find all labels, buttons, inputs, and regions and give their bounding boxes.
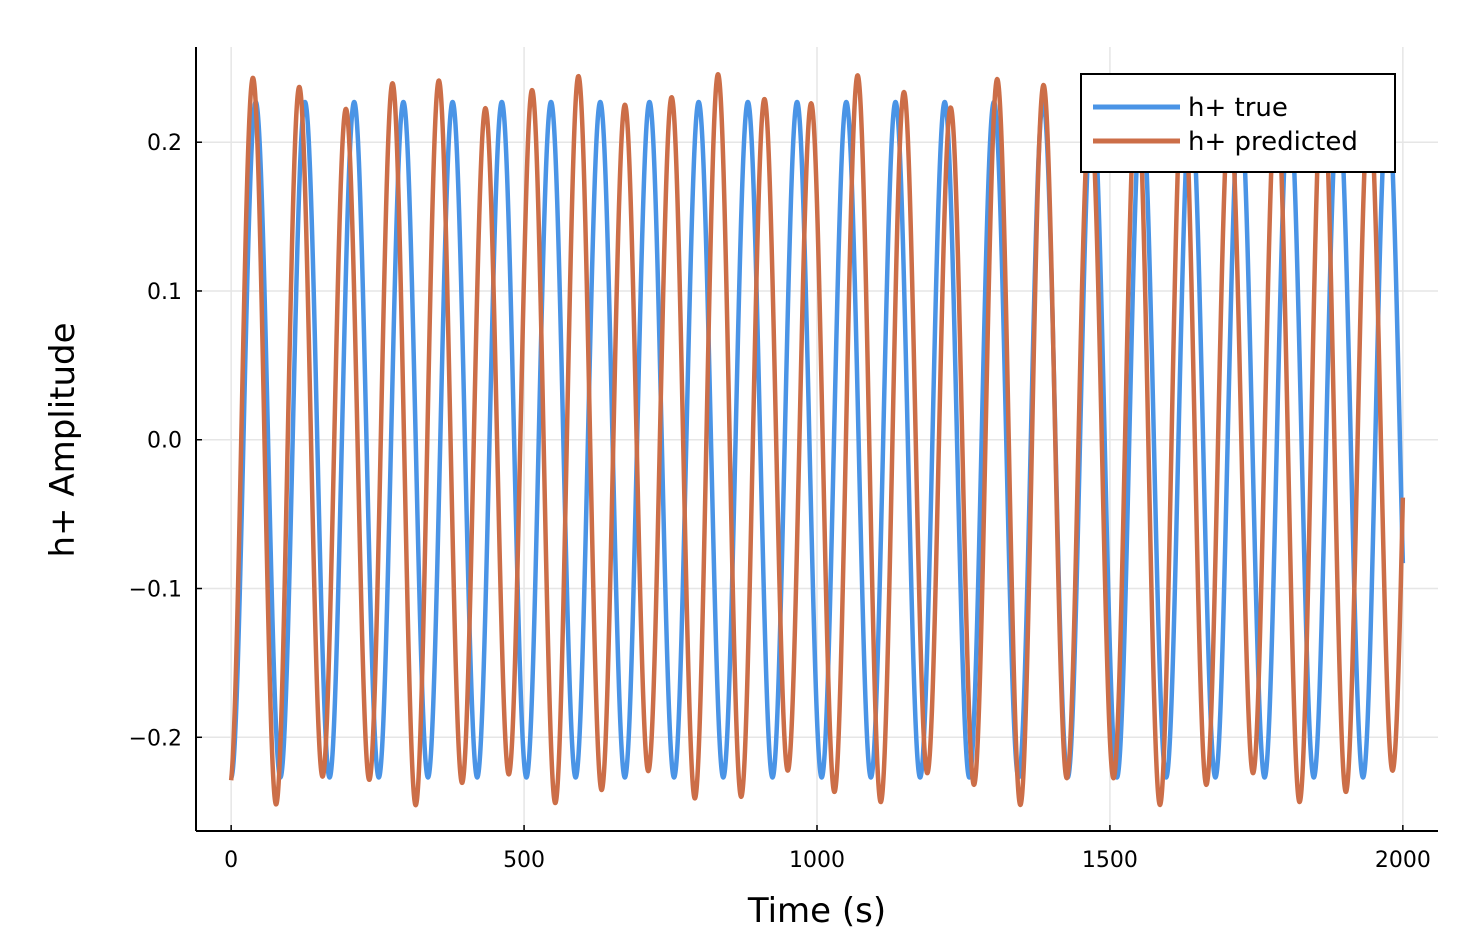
y-axis-label: h+ Amplitude [43, 322, 83, 557]
x-tick-label: 2000 [1375, 848, 1431, 873]
y-tick-label: 0.0 [147, 429, 182, 454]
series-line-predicted [228, 72, 1406, 808]
x-axis-label: Time (s) [747, 891, 886, 931]
y-tick-label: −0.1 [129, 578, 182, 603]
tick-layer: 0 500 1000 1500 2000 −0.2 −0.1 0.0 0.1 0.2 [129, 131, 1431, 873]
x-tick-label: 500 [503, 848, 545, 873]
series-layer [228, 72, 1406, 808]
legend: h+ true h+ predicted [1080, 73, 1396, 173]
x-tick-label: 0 [224, 848, 238, 873]
y-tick-label: −0.2 [129, 726, 182, 751]
y-tick-label: 0.2 [147, 131, 182, 156]
x-tick-label: 1500 [1082, 848, 1138, 873]
x-tick-label: 1000 [789, 848, 845, 873]
y-tick-label: 0.1 [147, 280, 182, 305]
legend-box [1080, 73, 1396, 173]
legend-label-true: h+ true [1188, 93, 1288, 123]
legend-label-predicted: h+ predicted [1188, 127, 1358, 157]
series-line-true [229, 99, 1406, 780]
